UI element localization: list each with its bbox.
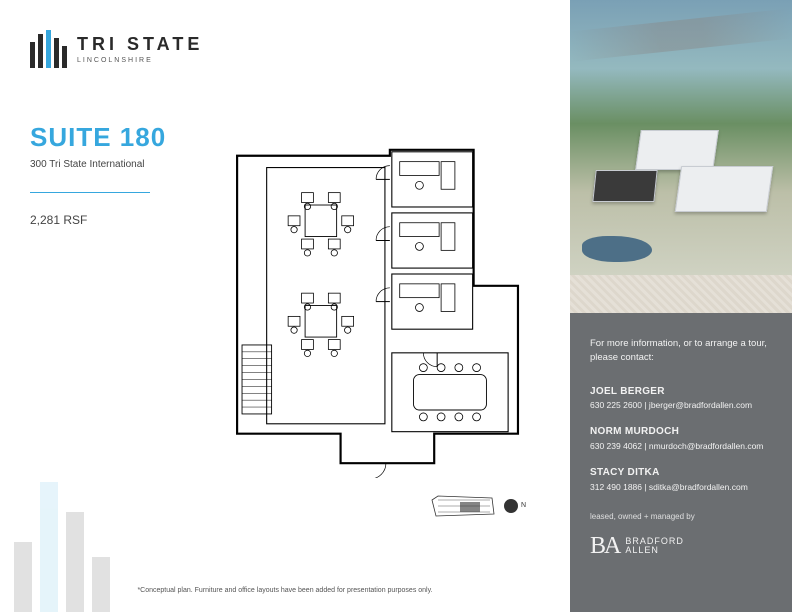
texture-strip [570, 275, 792, 313]
ba-mark: BA [590, 529, 619, 564]
info-intro: For more information, or to arrange a to… [590, 337, 772, 365]
ba-logo: BA BRADFORD ALLEN [590, 529, 772, 564]
page: TRI STATE LINCOLNSHIRE SUITE 180 300 Tri… [0, 0, 792, 612]
floor-plan [215, 138, 545, 478]
logo: TRI STATE LINCOLNSHIRE [30, 30, 550, 68]
contact-name: JOEL BERGER [590, 385, 772, 400]
logo-name: TRI STATE [77, 34, 203, 55]
logo-bars-icon [30, 30, 67, 68]
logo-text: TRI STATE LINCOLNSHIRE [77, 34, 203, 64]
compass-icon [504, 499, 518, 513]
key-plan-icon [430, 494, 496, 518]
contact: NORM MURDOCH630 239 4062 | nmurdoch@brad… [590, 425, 772, 452]
floor-plan-svg [215, 138, 545, 478]
hero-image [570, 0, 792, 275]
contact-name: NORM MURDOCH [590, 425, 772, 440]
left-column: TRI STATE LINCOLNSHIRE SUITE 180 300 Tri… [0, 0, 570, 612]
ba-name-2: ALLEN [625, 546, 684, 555]
contact-line: 630 239 4062 | nmurdoch@bradfordallen.co… [590, 440, 772, 452]
info-panel: For more information, or to arrange a to… [570, 313, 792, 612]
disclaimer: *Conceptual plan. Furniture and office l… [0, 587, 570, 594]
right-column: For more information, or to arrange a to… [570, 0, 792, 612]
key-plan [430, 494, 518, 518]
ba-text: BRADFORD ALLEN [625, 537, 684, 555]
divider [30, 192, 150, 193]
managed-by-label: leased, owned + managed by [590, 511, 772, 523]
contact-line: 312 490 1886 | sditka@bradfordallen.com [590, 481, 772, 493]
contact: JOEL BERGER630 225 2600 | jberger@bradfo… [590, 385, 772, 412]
contact-name: STACY DITKA [590, 466, 772, 481]
contact: STACY DITKA312 490 1886 | sditka@bradfor… [590, 466, 772, 493]
logo-subname: LINCOLNSHIRE [77, 57, 203, 64]
contact-line: 630 225 2600 | jberger@bradfordallen.com [590, 399, 772, 411]
